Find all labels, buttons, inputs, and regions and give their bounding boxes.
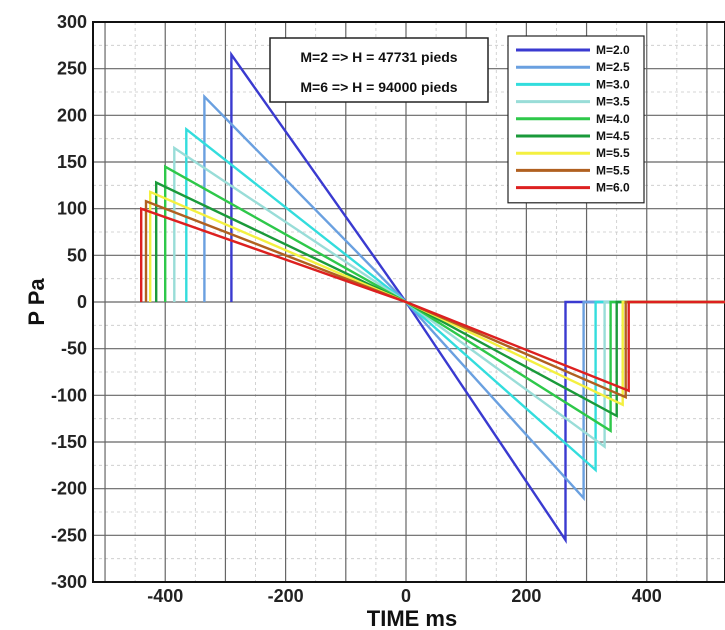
y-tick-label: 100 [57, 199, 87, 219]
y-axis-title: P Pa [24, 278, 49, 326]
series-line-8 [139, 207, 725, 393]
series-lines [139, 50, 725, 544]
x-tick-label: -400 [147, 586, 183, 606]
y-tick-label: -300 [51, 572, 87, 592]
y-tick-label: 50 [67, 245, 87, 265]
legend: M=2.0 M=2.5 M=3.0 M=3.5 M=4.0 M=4.5 M=5.5 M=5.5… [507, 35, 645, 204]
legend-label: M=4.5 [596, 129, 630, 143]
x-tick-label: 0 [401, 586, 411, 606]
plot-frame [92, 21, 725, 583]
y-tick-label: -50 [61, 339, 87, 359]
annotation-frame [269, 37, 489, 103]
y-tick-label: 150 [57, 152, 87, 172]
x-tick-label: 400 [632, 586, 662, 606]
legend-label: M=3.0 [596, 77, 630, 91]
legend-label: M=4.0 [596, 112, 630, 126]
legend-label: M=2.5 [596, 60, 630, 74]
annotation-line-1: M=2 => H = 47731 pieds [300, 49, 457, 65]
y-tick-label: 250 [57, 59, 87, 79]
y-tick-label: 300 [57, 12, 87, 32]
x-tick-label: -200 [268, 586, 304, 606]
legend-label: M=5.5 [596, 146, 630, 160]
y-tick-label: 200 [57, 105, 87, 125]
legend-label: M=3.5 [596, 95, 630, 109]
annotation-box: M=2 => H = 47731 pieds M=6 => H = 94000 … [269, 37, 489, 103]
x-axis-title: TIME ms [367, 606, 457, 630]
axes: 300 250 200 150 100 50 0 -50 -100 -150 -200 -250 -30… [51, 12, 725, 606]
y-tick-label: -200 [51, 479, 87, 499]
legend-label: M=5.5 [596, 163, 630, 177]
y-tick-label: -100 [51, 385, 87, 405]
y-tick-label: -250 [51, 525, 87, 545]
annotation-line-2: M=6 => H = 94000 pieds [300, 79, 457, 95]
legend-label: M=6.0 [596, 181, 630, 195]
x-tick-label: 200 [511, 586, 541, 606]
y-tick-label: 0 [77, 292, 87, 312]
y-tick-label: -150 [51, 432, 87, 452]
legend-label: M=2.0 [596, 43, 630, 57]
